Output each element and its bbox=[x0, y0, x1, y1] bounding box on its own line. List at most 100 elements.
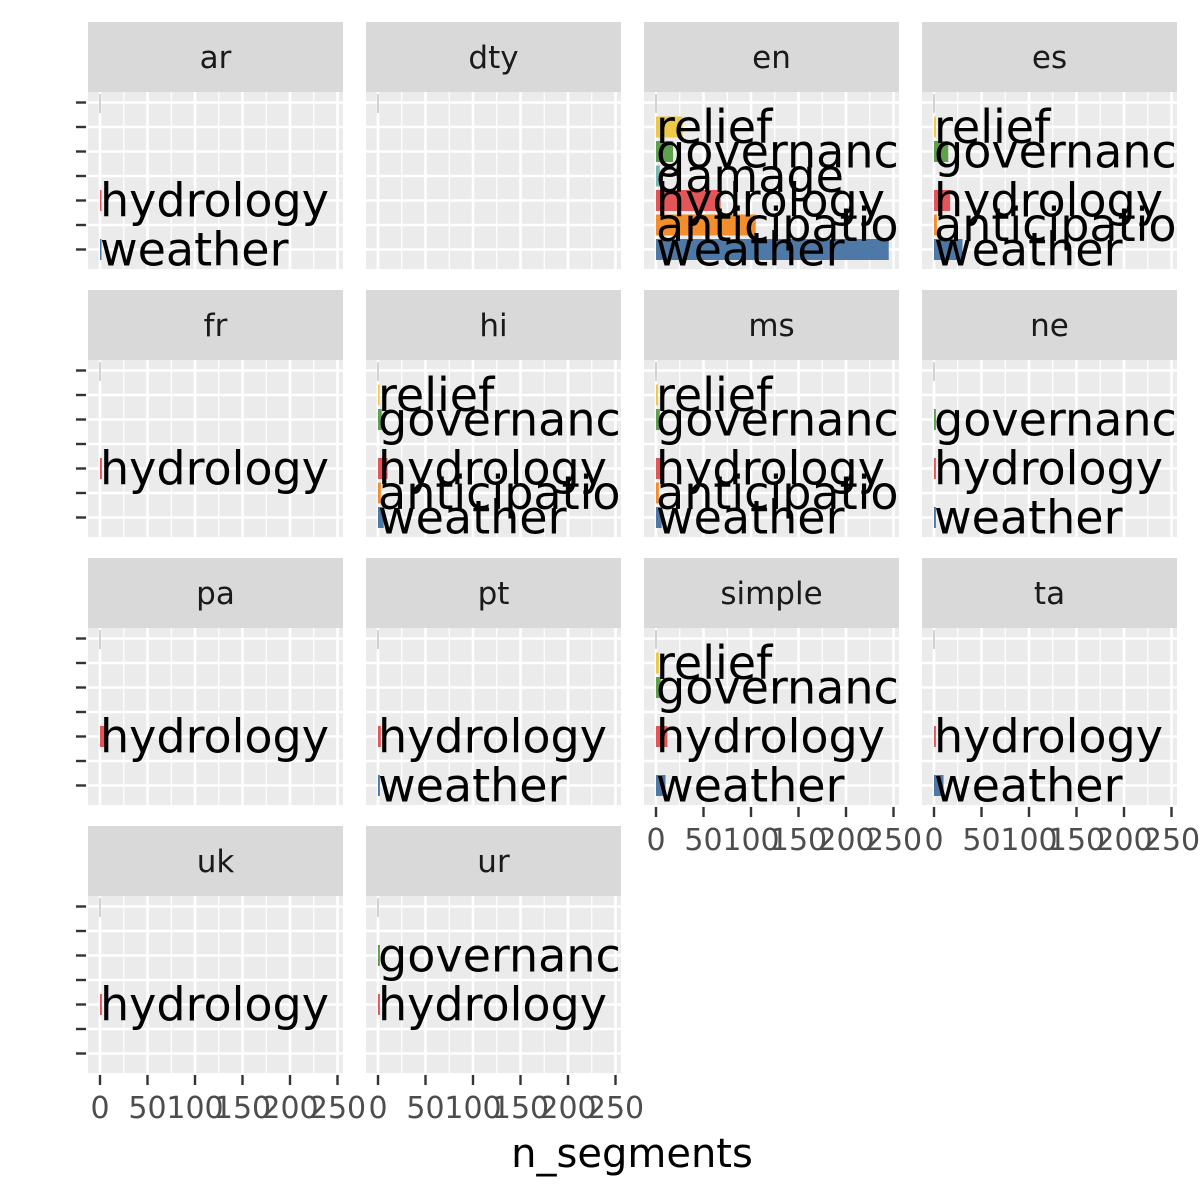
facet-strip-label: pa bbox=[196, 576, 235, 612]
bar-ms-relief bbox=[656, 384, 658, 406]
x-tick-label: 150 bbox=[770, 823, 827, 858]
panel-grid bbox=[644, 360, 899, 537]
bar-simple-hydrology bbox=[656, 726, 668, 747]
x-tick-label: 250 bbox=[1143, 823, 1200, 858]
bar-es-relief bbox=[934, 116, 936, 138]
bar-label: governanc bbox=[934, 393, 1177, 447]
bar-label: anticipatio bbox=[934, 198, 1177, 252]
panel-background bbox=[922, 92, 1177, 269]
panel-background bbox=[366, 360, 621, 537]
x-tick-label: 0 bbox=[646, 823, 665, 858]
facet-strip bbox=[366, 290, 621, 360]
bar-label: weather bbox=[656, 223, 845, 277]
x-tick-label: 100 bbox=[444, 1091, 501, 1126]
bar-ne-hydrology bbox=[934, 458, 936, 479]
facet-strip bbox=[88, 290, 343, 360]
bar-hi-hydrology bbox=[378, 458, 388, 479]
bar-ne-governance bbox=[934, 409, 936, 430]
x-tick-label: 200 bbox=[1095, 823, 1152, 858]
bar-es-anticipation bbox=[934, 214, 937, 236]
bar-ar-hydrology bbox=[100, 190, 102, 211]
panel-grid bbox=[88, 92, 343, 269]
bar-label: hydrology bbox=[656, 710, 885, 764]
bar-label: weather bbox=[934, 759, 1123, 813]
bar-ar-weather bbox=[100, 239, 102, 260]
bar-label: governanc bbox=[656, 661, 899, 715]
facet-strip-label: simple bbox=[720, 576, 822, 612]
x-tick-label: 100 bbox=[1000, 823, 1057, 858]
facet-panel-fr: fr hydrology bbox=[76, 290, 343, 537]
facet-strip-label: en bbox=[752, 40, 791, 76]
bar-label: hydrology bbox=[934, 442, 1163, 496]
facet-strip-label: hi bbox=[479, 308, 507, 344]
panel-background bbox=[366, 92, 621, 269]
facet-strip bbox=[366, 558, 621, 628]
bar-label: governanc bbox=[934, 125, 1177, 179]
facet-strip-label: dty bbox=[468, 40, 518, 76]
bar-label: hydrology bbox=[100, 710, 329, 764]
facet-strip-label: ar bbox=[200, 40, 232, 76]
bar-label: hydrology bbox=[934, 710, 1163, 764]
bar-label: relief bbox=[656, 100, 774, 154]
facet-strip bbox=[922, 22, 1177, 92]
panel-background bbox=[88, 360, 343, 537]
panel-grid bbox=[88, 896, 343, 1073]
facet-strip-label: ur bbox=[477, 844, 510, 880]
facet-strip-label: ta bbox=[1034, 576, 1065, 612]
bar-pt-weather bbox=[378, 775, 380, 796]
bar-ur-governance bbox=[378, 945, 380, 966]
x-tick-label: 50 bbox=[128, 1091, 166, 1126]
x-tick-label: 150 bbox=[1048, 823, 1105, 858]
bar-label: relief bbox=[378, 368, 496, 422]
facet-strip-label: ms bbox=[748, 308, 794, 344]
panel-background bbox=[366, 628, 621, 805]
bars: reliefgovernancdamagehydrologyanticipati… bbox=[656, 100, 899, 277]
facet-panel-ms: ms reliefgovernanchydrologyanticipatiowea… bbox=[644, 290, 899, 545]
bar-ms-anticipation bbox=[656, 482, 659, 504]
panel-background bbox=[88, 896, 343, 1073]
y-axis-ticks bbox=[76, 637, 86, 787]
bar-label: hydrology bbox=[100, 442, 329, 496]
bar-label: weather bbox=[656, 759, 845, 813]
facet-panel-dty: dty bbox=[366, 22, 621, 269]
bar-hi-weather bbox=[378, 507, 384, 528]
bar-es-hydrology bbox=[934, 190, 951, 211]
facet-strip bbox=[88, 22, 343, 92]
bar-simple-governance bbox=[656, 677, 661, 698]
bar-ms-hydrology bbox=[656, 458, 664, 479]
bar-es-weather bbox=[934, 239, 963, 260]
facet-strip-label: pt bbox=[478, 576, 510, 612]
panel-grid bbox=[366, 360, 621, 537]
bar-es-governance bbox=[934, 141, 949, 162]
panel-grid bbox=[88, 360, 343, 537]
facet-strip bbox=[366, 22, 621, 92]
facet-strip-label: es bbox=[1032, 40, 1067, 76]
panel-grid bbox=[88, 628, 343, 805]
x-tick-label: 150 bbox=[492, 1091, 549, 1126]
bar-label: weather bbox=[378, 759, 567, 813]
bars: reliefgovernanchydrologyanticipatioweath… bbox=[656, 368, 899, 545]
bar-label: weather bbox=[934, 223, 1123, 277]
bar-simple-weather bbox=[656, 775, 666, 796]
facet-strip bbox=[88, 558, 343, 628]
bar-label: hydrology bbox=[656, 174, 885, 228]
y-axis-ticks bbox=[76, 905, 86, 1055]
facet-strip bbox=[644, 290, 899, 360]
facet-strip bbox=[644, 558, 899, 628]
facet-strip bbox=[922, 290, 1177, 360]
facet-strip bbox=[922, 558, 1177, 628]
panel-background bbox=[922, 628, 1177, 805]
bar-en-damage bbox=[656, 165, 660, 187]
bar-label: governanc bbox=[378, 393, 621, 447]
bar-label: hydrology bbox=[378, 442, 607, 496]
bars: hydrology bbox=[100, 710, 329, 764]
